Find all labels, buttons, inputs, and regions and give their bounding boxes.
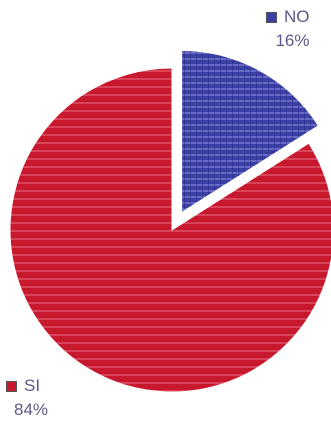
legend-label-si: SI <box>24 376 41 395</box>
pie-slices <box>9 49 331 393</box>
legend-swatch-no <box>266 11 277 23</box>
legend-entry-si: SI 84% <box>6 375 48 421</box>
legend-entry-no: NO 16% <box>266 6 310 52</box>
legend-percent-no: 16% <box>275 31 310 50</box>
legend-percent-si: 84% <box>14 400 49 419</box>
legend-swatch-si <box>6 380 17 392</box>
pie-slice-si <box>9 67 331 393</box>
pie-slice-no <box>181 49 320 214</box>
legend-label-no: NO <box>284 7 310 26</box>
